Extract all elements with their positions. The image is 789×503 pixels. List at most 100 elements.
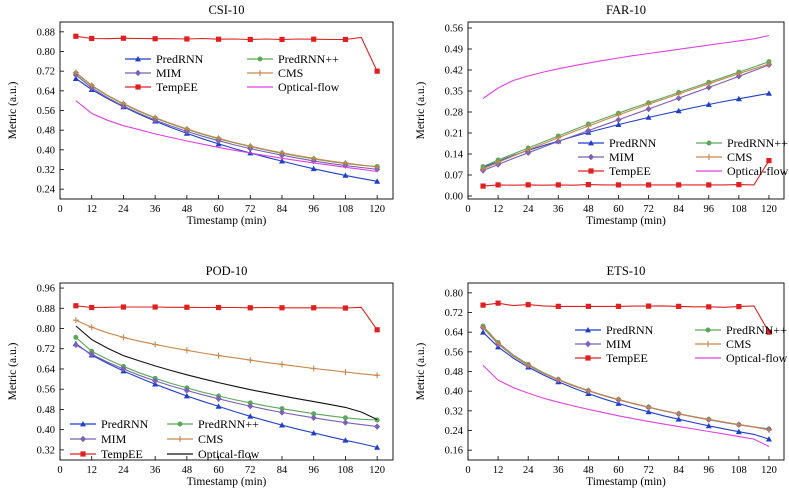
data-point bbox=[184, 36, 190, 42]
legend-label: Optical-flow bbox=[198, 447, 260, 461]
legend-label: PredRNN++ bbox=[726, 323, 787, 337]
x-tick-label: 120 bbox=[761, 465, 777, 476]
series-line bbox=[75, 344, 378, 428]
data-point bbox=[183, 387, 190, 394]
x-tick-label: 60 bbox=[613, 465, 624, 476]
y-tick-label: 0.56 bbox=[445, 347, 463, 358]
data-point bbox=[705, 84, 712, 91]
data-point bbox=[342, 305, 349, 311]
x-tick-label: 96 bbox=[704, 465, 715, 476]
y-tick-label: 0.80 bbox=[37, 324, 55, 335]
data-point bbox=[215, 135, 222, 142]
data-point bbox=[525, 362, 532, 369]
data-point bbox=[766, 158, 772, 164]
series-line bbox=[482, 64, 770, 172]
data-point bbox=[88, 324, 95, 331]
data-point bbox=[525, 182, 531, 188]
data-point bbox=[480, 166, 487, 172]
legend-marker bbox=[706, 154, 712, 160]
data-point bbox=[675, 107, 682, 114]
data-point bbox=[247, 143, 254, 150]
data-point bbox=[247, 357, 254, 364]
y-axis-label: Metric (a.u.) bbox=[415, 342, 427, 400]
data-point bbox=[525, 302, 531, 308]
y-tick-label: 0.72 bbox=[445, 308, 463, 319]
data-point bbox=[152, 36, 158, 42]
series-mim bbox=[72, 341, 381, 430]
legend-marker bbox=[135, 69, 141, 77]
chart-title: CSI-10 bbox=[208, 3, 244, 17]
series-tempee bbox=[480, 300, 772, 335]
data-point bbox=[765, 90, 772, 96]
data-point bbox=[247, 305, 253, 311]
data-point bbox=[215, 36, 222, 42]
data-point bbox=[279, 305, 285, 311]
series-line bbox=[75, 74, 378, 170]
data-point bbox=[705, 422, 712, 429]
series-line bbox=[75, 35, 378, 72]
x-tick-label: 12 bbox=[86, 465, 97, 476]
data-point bbox=[279, 36, 285, 43]
data-point bbox=[73, 33, 79, 39]
data-point bbox=[615, 121, 622, 127]
x-tick-label: 120 bbox=[369, 204, 385, 215]
legend-marker bbox=[135, 84, 141, 90]
y-tick-label: 0.14 bbox=[445, 150, 464, 161]
data-point bbox=[585, 123, 592, 130]
data-point bbox=[152, 377, 159, 385]
x-tick-label: 96 bbox=[704, 204, 715, 215]
data-point bbox=[585, 303, 591, 309]
x-tick-label: 96 bbox=[308, 204, 319, 215]
series-line bbox=[75, 319, 378, 376]
legend-label: Optical-flow bbox=[726, 351, 788, 365]
data-point bbox=[615, 396, 622, 403]
chart-csi-10: CSI-10 0 12 24 36 48 60 72 84 96 108 120 0.24 0.32 0.4… bbox=[7, 3, 394, 227]
data-point bbox=[735, 95, 742, 102]
data-point bbox=[735, 70, 742, 77]
x-tick-label: 48 bbox=[583, 465, 594, 476]
x-tick-label: 36 bbox=[553, 465, 564, 476]
x-tick-label: 24 bbox=[118, 204, 129, 215]
data-point bbox=[215, 304, 222, 311]
y-tick-label: 0.72 bbox=[37, 67, 55, 78]
legend-label: MIM bbox=[156, 66, 182, 80]
data-point bbox=[676, 303, 682, 309]
y-tick-label: 0.49 bbox=[445, 45, 463, 56]
data-point bbox=[310, 414, 317, 421]
data-point bbox=[645, 182, 652, 188]
series-line bbox=[75, 305, 378, 331]
x-tick-label: 60 bbox=[613, 204, 624, 215]
x-tick-label: 36 bbox=[553, 204, 564, 215]
legend-label: PredRNN bbox=[606, 323, 654, 337]
chart-ets-10: ETS-10 0 12 24 36 48 60 72 84 96 108 120 0.16 0.24 0.3… bbox=[415, 264, 788, 488]
x-tick-label: 72 bbox=[643, 204, 654, 215]
data-point bbox=[675, 91, 682, 97]
legend-label: CMS bbox=[727, 150, 752, 164]
data-point bbox=[72, 75, 79, 81]
y-tick-label: 0.32 bbox=[37, 445, 55, 456]
x-axis-label: Timestamp (min) bbox=[187, 476, 267, 488]
legend-label: PredRNN bbox=[101, 417, 149, 431]
x-tick-label: 0 bbox=[465, 204, 470, 215]
data-point bbox=[279, 158, 285, 164]
data-point bbox=[615, 116, 622, 123]
legend-marker bbox=[588, 153, 594, 161]
data-point bbox=[676, 182, 682, 188]
data-point bbox=[585, 127, 592, 134]
x-tick-label: 0 bbox=[57, 465, 62, 476]
series-line bbox=[75, 78, 378, 182]
plot-frame bbox=[59, 282, 394, 461]
data-point bbox=[120, 365, 127, 373]
data-point bbox=[311, 305, 317, 311]
x-tick-label: 108 bbox=[731, 465, 747, 476]
x-tick-label: 84 bbox=[277, 465, 288, 476]
data-point bbox=[247, 36, 253, 43]
chart-far-10: FAR-10 0 12 24 36 48 60 72 84 96 108 120 0.00 0.07 0.1… bbox=[415, 3, 789, 227]
y-tick-label: 0.64 bbox=[37, 364, 56, 375]
x-tick-label: 48 bbox=[182, 204, 193, 215]
data-point bbox=[72, 341, 79, 349]
x-tick-label: 60 bbox=[213, 204, 224, 215]
data-point bbox=[705, 101, 712, 107]
data-point bbox=[736, 182, 742, 188]
